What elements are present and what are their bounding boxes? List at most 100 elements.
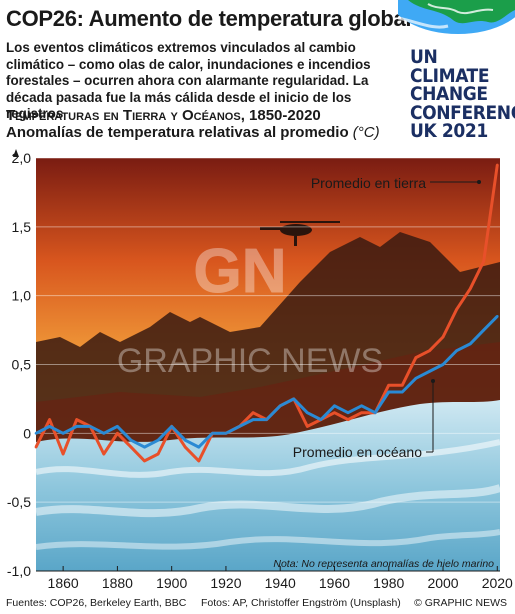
ocean-data-point [48,425,51,428]
ocean-data-point [455,349,458,352]
land-data-point [75,418,78,421]
y-axis-arrow-icon [13,149,19,157]
y-tick-label: -0,5 [7,494,31,510]
land-data-point [441,335,445,339]
ocean-data-point [441,363,445,366]
land-data-point [197,459,201,463]
chart-note: Nota: No representa anomalías de hielo m… [273,558,494,570]
footer-sources: Fuentes: COP26, Berkeley Earth, BBC [6,597,187,609]
ocean-data-point [238,425,241,428]
watermark-mark: GN [194,237,287,306]
land-callout: Promedio en tierra [311,175,481,191]
ocean-data-point [360,404,363,408]
land-data-point [401,383,404,387]
ocean-data-point [414,377,418,380]
land-data-point [116,432,119,435]
land-data-point [102,452,106,456]
ocean-callout: Promedio en océano [293,379,435,460]
y-axis-ticks: 2,0 1,5 1,0 0,5 0 -0,5 -1,0 [7,150,31,579]
ocean-data-point [89,425,92,428]
ocean-data-point [278,404,282,408]
ocean-data-point [306,411,309,415]
ocean-data-point [292,397,296,401]
ocean-data-point [496,315,499,318]
ocean-data-point [34,432,38,435]
ocean-data-point [116,425,119,428]
ocean-data-point [224,432,228,435]
ocean-data-point [197,445,201,449]
temperature-chart: GN GRAPHIC NEWS 2,0 1,5 1,0 0,5 0 -0,5 -1,0 18… [7,149,513,591]
page-title: COP26: Aumento de temperatura global [6,6,412,31]
ocean-data-point [428,370,431,373]
ocean-data-point [251,418,255,421]
y-tick-label: 1,5 [12,219,32,235]
y-tick-label: 2,0 [12,150,32,166]
ocean-data-point [156,438,160,442]
y-tick-label: 1,0 [12,288,32,304]
land-data-point [468,287,472,291]
globe-graphic [398,0,515,34]
logo-line: CHANGE [410,83,488,105]
ocean-data-point [143,445,146,449]
ocean-data-point [102,432,106,435]
x-tick-label: 1880 [102,575,133,591]
land-data-point [428,349,431,352]
x-tick-label: 1900 [156,575,187,591]
land-data-point [360,411,363,415]
watermark: GN GRAPHIC NEWS [117,237,383,381]
ocean-data-point [482,328,486,332]
land-data-point [414,356,418,359]
ocean-data-point [129,438,133,442]
helicopter-icon [260,221,340,246]
y-axis-unit: (°C) [352,124,380,141]
x-tick-label: 1860 [48,575,79,591]
footer-copyright: © GRAPHIC NEWS [414,597,507,609]
land-data-point [387,383,391,387]
x-tick-label: 1980 [373,575,404,591]
watermark-text: GRAPHIC NEWS [117,342,383,380]
y-tick-label: 0,5 [12,357,32,373]
ocean-data-point [401,390,404,394]
y-axis-title: Anomalías de temperatura relativas al pr… [6,124,380,141]
land-data-point [48,418,51,421]
logo-line: UN CLIMATE [410,46,490,87]
y-tick-label: -1,0 [7,563,31,579]
land-data-point [34,445,38,449]
ocean-data-point [468,342,472,346]
x-axis-ticks: 1860 1880 1900 1920 1940 1960 1980 2000 2020 [48,566,513,591]
x-tick-label: 1960 [319,575,350,591]
ocean-data-point [61,432,65,435]
ocean-data-point [170,425,173,428]
ocean-data-point [183,438,187,442]
intro-text: Los eventos climáticos extremos vinculad… [6,40,371,122]
land-data-point [482,260,486,263]
x-tick-label: 1940 [265,575,296,591]
land-data-point [183,445,187,449]
ocean-data-point [265,418,268,421]
x-tick-label: 2000 [427,575,458,591]
series-points [34,163,499,463]
legend-land: Promedio en tierra [311,175,426,191]
chart-subtitle: Temperaturas en Tierra y Océanos, 1850-2… [6,107,321,124]
land-data-point [61,452,65,456]
land-data-point [333,411,336,415]
land-data-point [346,418,350,421]
footer-photo-credits: Fotos: AP, Christoffer Engström (Unsplas… [201,597,401,609]
ocean-data-point [333,404,336,408]
logo-line: CONFERENCE [410,101,515,124]
land-data-point [251,411,255,415]
land-data-point [143,459,146,463]
ocean-data-point [373,411,377,415]
ocean-data-point [346,411,350,415]
land-data-point [496,163,499,167]
land-data-point [455,308,458,311]
cop26-logo: UN CLIMATE CHANGE CONFERENCE UK 2021 [410,46,515,141]
ocean-data-point [387,390,391,394]
ocean-data-point [75,425,78,428]
y-axis-label: Anomalías de temperatura relativas al pr… [6,124,349,141]
y-tick-label: 0 [23,425,31,441]
ocean-data-point [319,418,323,421]
x-tick-label: 2020 [482,575,513,591]
ocean-data-point [211,432,214,435]
land-data-point [129,445,133,449]
